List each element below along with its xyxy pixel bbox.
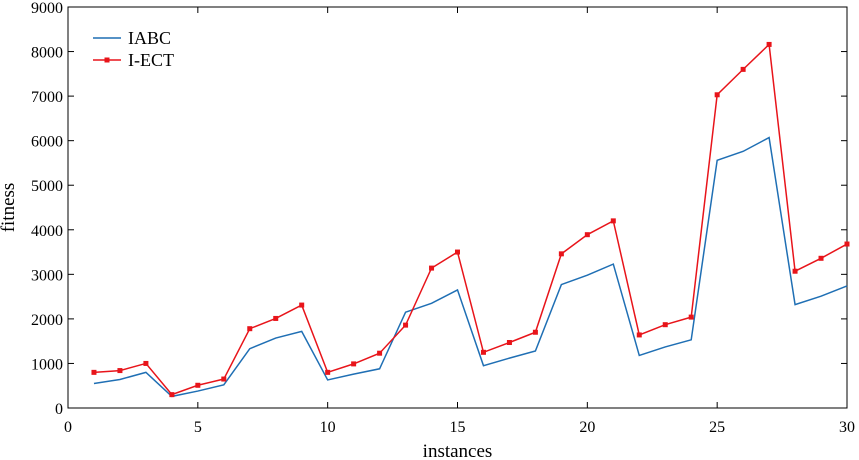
x-axis-title: instances — [423, 441, 493, 460]
data-point — [377, 350, 383, 356]
data-point — [818, 255, 824, 261]
data-point — [688, 314, 694, 320]
data-point — [91, 369, 97, 375]
data-point — [532, 329, 538, 335]
y-tick-label: 0 — [55, 401, 63, 418]
data-point — [351, 361, 357, 367]
data-point — [169, 392, 175, 398]
data-point — [403, 322, 409, 328]
series-line — [93, 42, 848, 396]
y-tick-label: 4000 — [31, 223, 63, 240]
data-point — [299, 302, 305, 308]
x-tick-label: 15 — [450, 419, 466, 436]
series-iabc — [93, 136, 848, 398]
y-tick-label: 6000 — [31, 134, 63, 151]
legend-label: I-ECT — [128, 50, 174, 70]
data-point — [766, 41, 772, 47]
x-tick-label: 30 — [839, 419, 855, 436]
data-point — [636, 332, 642, 338]
data-point — [480, 349, 486, 355]
data-point — [117, 368, 123, 374]
x-tick-label: 10 — [320, 419, 336, 436]
series-i-ect — [91, 41, 850, 398]
data-point — [714, 92, 720, 98]
data-point — [221, 376, 227, 382]
y-tick-label: 2000 — [31, 312, 63, 329]
series-group — [91, 41, 850, 398]
y-tick-label: 8000 — [31, 45, 63, 62]
legend-marker — [104, 57, 110, 63]
data-point — [273, 315, 279, 321]
x-tick-label: 0 — [64, 419, 72, 436]
data-point — [325, 369, 331, 375]
y-tick-label: 5000 — [31, 178, 63, 195]
plot-frame-group — [67, 6, 848, 409]
y-axis-title: fitness — [0, 183, 19, 233]
y-tick-label: 3000 — [31, 267, 63, 284]
data-point — [740, 66, 746, 72]
series-line — [93, 136, 848, 398]
data-point — [792, 268, 798, 274]
data-point — [143, 360, 149, 366]
y-tick-label: 1000 — [31, 356, 63, 373]
data-point — [610, 218, 616, 224]
data-point — [247, 326, 253, 332]
data-point — [455, 249, 460, 255]
legend-item: I-ECT — [93, 50, 174, 70]
data-point — [584, 232, 590, 238]
y-tick-label: 7000 — [31, 89, 63, 106]
data-point — [844, 241, 850, 247]
y-tick-label: 9000 — [31, 0, 63, 17]
data-point — [558, 251, 564, 257]
x-tick-label: 20 — [579, 419, 595, 436]
data-point — [429, 265, 435, 271]
data-point — [662, 322, 668, 328]
x-tick-label: 5 — [194, 419, 202, 436]
x-tick-label: 25 — [709, 419, 725, 436]
ticks-group: 0 5 10 15 20 25 30 0 1000 2000 3000 4000 5000 6000 700… — [31, 0, 855, 436]
legend-item: IABC — [93, 28, 171, 48]
data-point — [195, 382, 201, 388]
data-point — [506, 340, 512, 346]
plot-frame — [67, 6, 848, 409]
legend-label: IABC — [128, 28, 171, 48]
